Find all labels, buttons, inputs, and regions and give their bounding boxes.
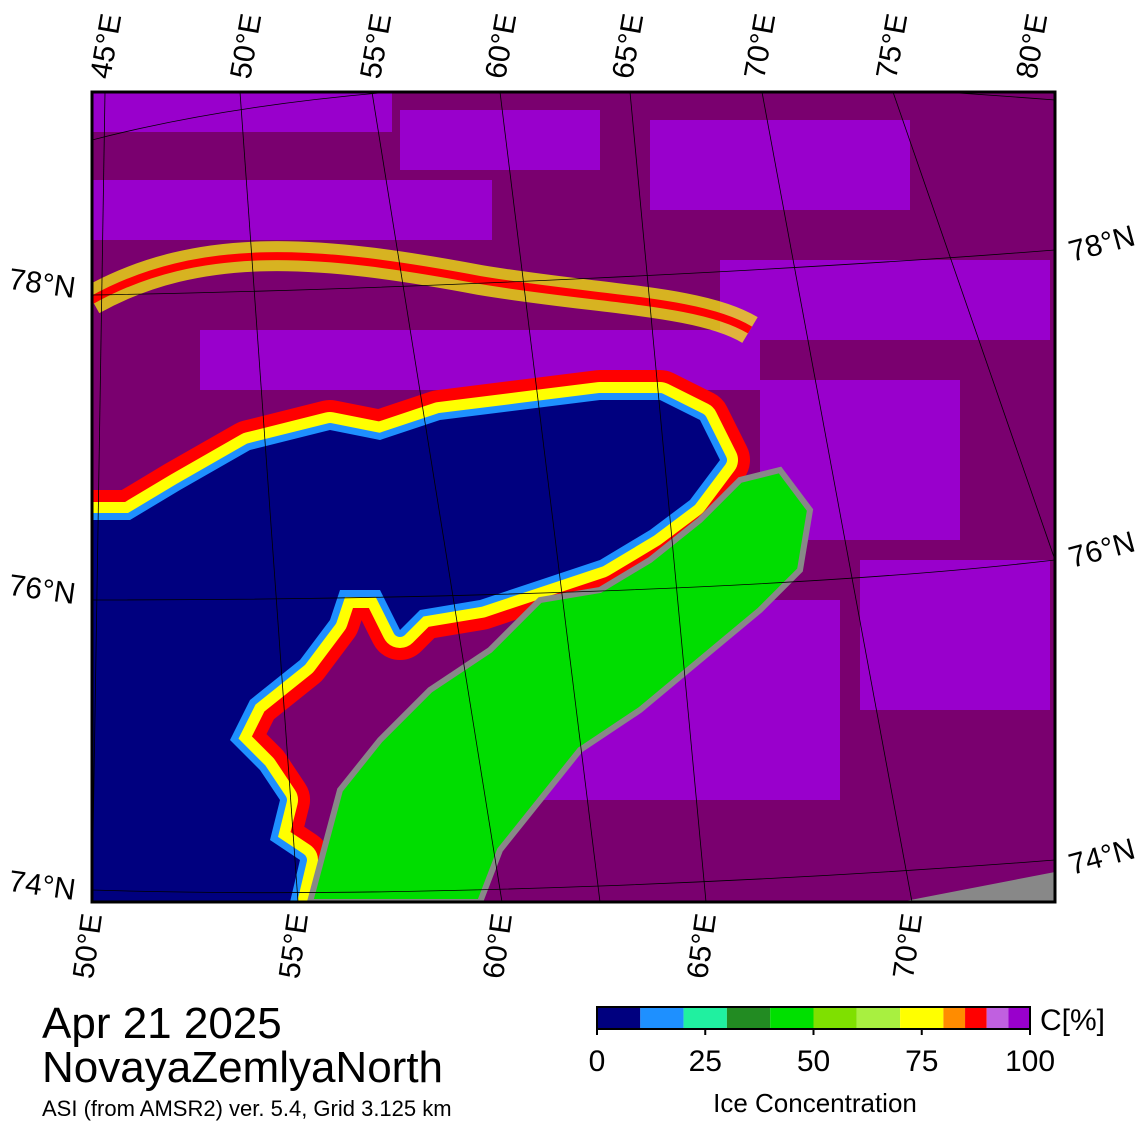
lat-label: 74°N	[1065, 833, 1138, 882]
colorbar-segment	[1008, 1007, 1030, 1029]
colorbar-tick-label: 100	[1005, 1045, 1055, 1078]
lon-label: 80°E	[1010, 11, 1054, 81]
colorbar-label: Ice Concentration	[713, 1088, 917, 1118]
lon-label: 60°E	[479, 11, 523, 81]
colorbar-segment	[813, 1007, 857, 1029]
lat-label: 74°N	[7, 865, 78, 907]
colorbar-segment	[986, 1007, 1009, 1029]
map-frame	[90, 90, 1057, 904]
colorbar-segment	[597, 1007, 641, 1029]
land-yamal	[900, 872, 1055, 902]
lon-label: 50°E	[224, 11, 268, 81]
colorbar-segment	[856, 1007, 901, 1029]
colorbar-segment	[770, 1007, 814, 1029]
colorbar-segment	[943, 1007, 966, 1029]
lon-label: 55°E	[273, 911, 315, 980]
lon-label: 65°E	[681, 911, 723, 980]
lon-label: 70°E	[738, 11, 782, 81]
lon-label: 45°E	[84, 11, 128, 81]
lon-label: 55°E	[354, 11, 398, 81]
lat-label: 76°N	[1065, 526, 1138, 575]
colorbar-segment	[640, 1007, 684, 1029]
region-name: NovayaZemlyaNorth	[42, 1043, 443, 1092]
map-area	[92, 92, 1055, 902]
date: Apr 21 2025	[42, 999, 282, 1048]
colorbar-tick-label: 75	[905, 1045, 938, 1078]
lat-label: 78°N	[1065, 220, 1138, 269]
source-note: ASI (from AMSR2) ver. 5.4, Grid 3.125 km	[42, 1096, 452, 1121]
graticule	[92, 92, 1055, 902]
lat-label: 76°N	[7, 569, 78, 611]
lon-label: 60°E	[477, 911, 519, 980]
lon-label: 75°E	[870, 11, 914, 81]
colorbar-segment	[965, 1007, 987, 1029]
colorbar-segment	[683, 1007, 727, 1029]
lon-label: 50°E	[67, 911, 109, 980]
colorbar-tick-label: 50	[797, 1045, 830, 1078]
colorbar-tick-label: 0	[589, 1045, 606, 1078]
open-water	[92, 400, 720, 902]
lon-label: 65°E	[606, 11, 650, 81]
land-novaya-zemlya	[306, 466, 814, 902]
lon-label: 70°E	[887, 911, 929, 980]
lat-label: 78°N	[7, 263, 78, 305]
colorbar-segment	[726, 1007, 771, 1029]
ice-patches	[92, 92, 1050, 800]
colorbar-tick-label: 25	[689, 1045, 722, 1078]
colorbar-unit: C[%]	[1040, 1004, 1105, 1037]
colorbar-segment	[900, 1007, 944, 1029]
